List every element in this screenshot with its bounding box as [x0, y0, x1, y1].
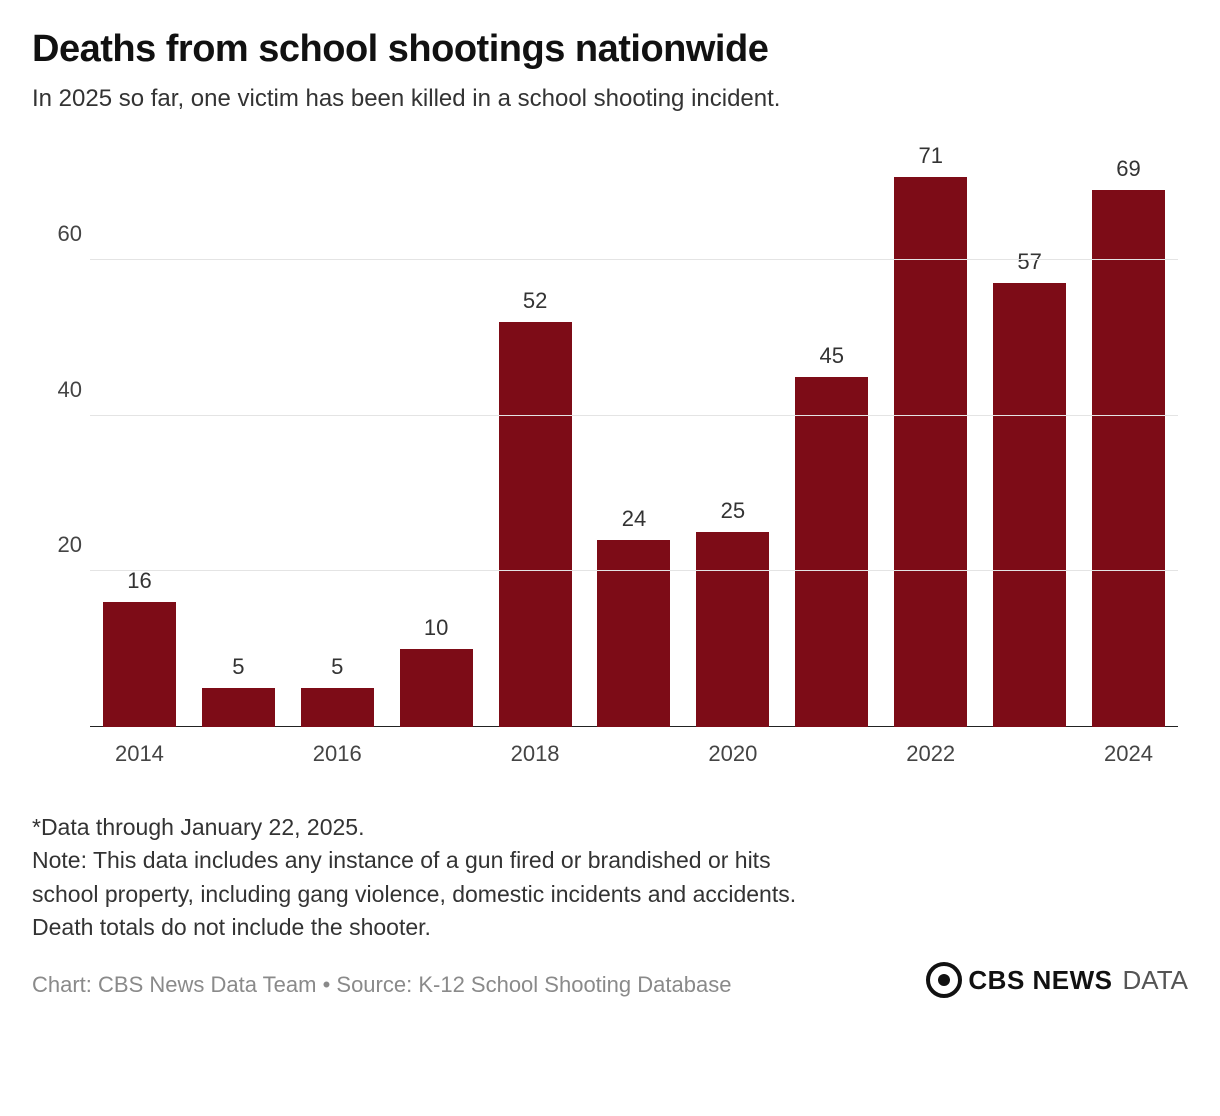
bar-slot: 5	[195, 143, 282, 727]
gridline	[90, 259, 1178, 260]
chart-title: Deaths from school shootings nationwide	[32, 28, 1188, 71]
y-tick-label: 40	[42, 377, 82, 403]
gridline	[90, 570, 1178, 571]
bar-rect	[696, 532, 769, 727]
y-tick-label: 20	[42, 532, 82, 558]
brand-logo: CBS NEWS DATA	[926, 962, 1188, 998]
bar-value-label: 10	[424, 615, 448, 641]
bar-value-label: 57	[1017, 249, 1041, 275]
bar-slot: 69	[1085, 143, 1172, 727]
x-tick-label: 2024	[1085, 733, 1172, 763]
bar-slot: 24	[591, 143, 678, 727]
bar-rect	[1092, 190, 1165, 727]
bar-slot: 10	[393, 143, 480, 727]
x-tick-label: 2022	[887, 733, 974, 763]
chart-credit: Chart: CBS News Data Team • Source: K-12…	[32, 972, 731, 998]
bar-rect	[499, 322, 572, 727]
bar-value-label: 71	[918, 143, 942, 169]
bar-rect	[103, 602, 176, 727]
gridline	[90, 415, 1178, 416]
brand-name-light: DATA	[1123, 965, 1188, 996]
bar-slot: 16	[96, 143, 183, 727]
footer-row: Chart: CBS News Data Team • Source: K-12…	[32, 962, 1188, 998]
bar-value-label: 16	[127, 568, 151, 594]
bar-rect	[993, 283, 1066, 727]
bar-value-label: 45	[820, 343, 844, 369]
x-tick-label	[788, 733, 875, 763]
x-tick-label	[986, 733, 1073, 763]
chart-container: 16 5 5 10 52 24 25 45 71 57 69 20 40 60 2014 2016 2018…	[32, 143, 1188, 763]
bar-value-label: 24	[622, 506, 646, 532]
bar-value-label: 5	[331, 654, 343, 680]
bar-rect	[795, 377, 868, 727]
x-tick-label: 2016	[294, 733, 381, 763]
bars-group: 16 5 5 10 52 24 25 45 71 57 69	[90, 143, 1178, 727]
bar-rect	[597, 540, 670, 727]
bar-value-label: 69	[1116, 156, 1140, 182]
cbs-eye-icon	[926, 962, 962, 998]
footnote-line: Note: This data includes any instance of…	[32, 844, 812, 944]
bar-value-label: 25	[721, 498, 745, 524]
plot-area: 16551052242545715769 204060	[90, 143, 1178, 727]
bar-rect	[202, 688, 275, 727]
bar-slot: 45	[788, 143, 875, 727]
x-axis-labels: 2014 2016 2018 2020 2022 2024	[90, 733, 1178, 763]
bar-slot: 57	[986, 143, 1073, 727]
bar-value-label: 52	[523, 288, 547, 314]
x-tick-label: 2020	[689, 733, 776, 763]
y-tick-label: 60	[42, 221, 82, 247]
footnote-line: *Data through January 22, 2025.	[32, 811, 812, 844]
brand-name-bold: CBS NEWS	[968, 965, 1112, 996]
bar-slot: 5	[294, 143, 381, 727]
bar-slot: 71	[887, 143, 974, 727]
x-tick-label	[591, 733, 678, 763]
x-tick-label: 2014	[96, 733, 183, 763]
x-tick-label	[195, 733, 282, 763]
x-tick-label	[393, 733, 480, 763]
x-tick-label: 2018	[492, 733, 579, 763]
bar-value-label: 5	[232, 654, 244, 680]
bar-slot: 52	[492, 143, 579, 727]
chart-footnote: *Data through January 22, 2025. Note: Th…	[32, 811, 812, 944]
bar-rect	[400, 649, 473, 727]
bar-rect	[301, 688, 374, 727]
chart-subtitle: In 2025 so far, one victim has been kill…	[32, 85, 1188, 113]
bar-slot: 25	[689, 143, 776, 727]
